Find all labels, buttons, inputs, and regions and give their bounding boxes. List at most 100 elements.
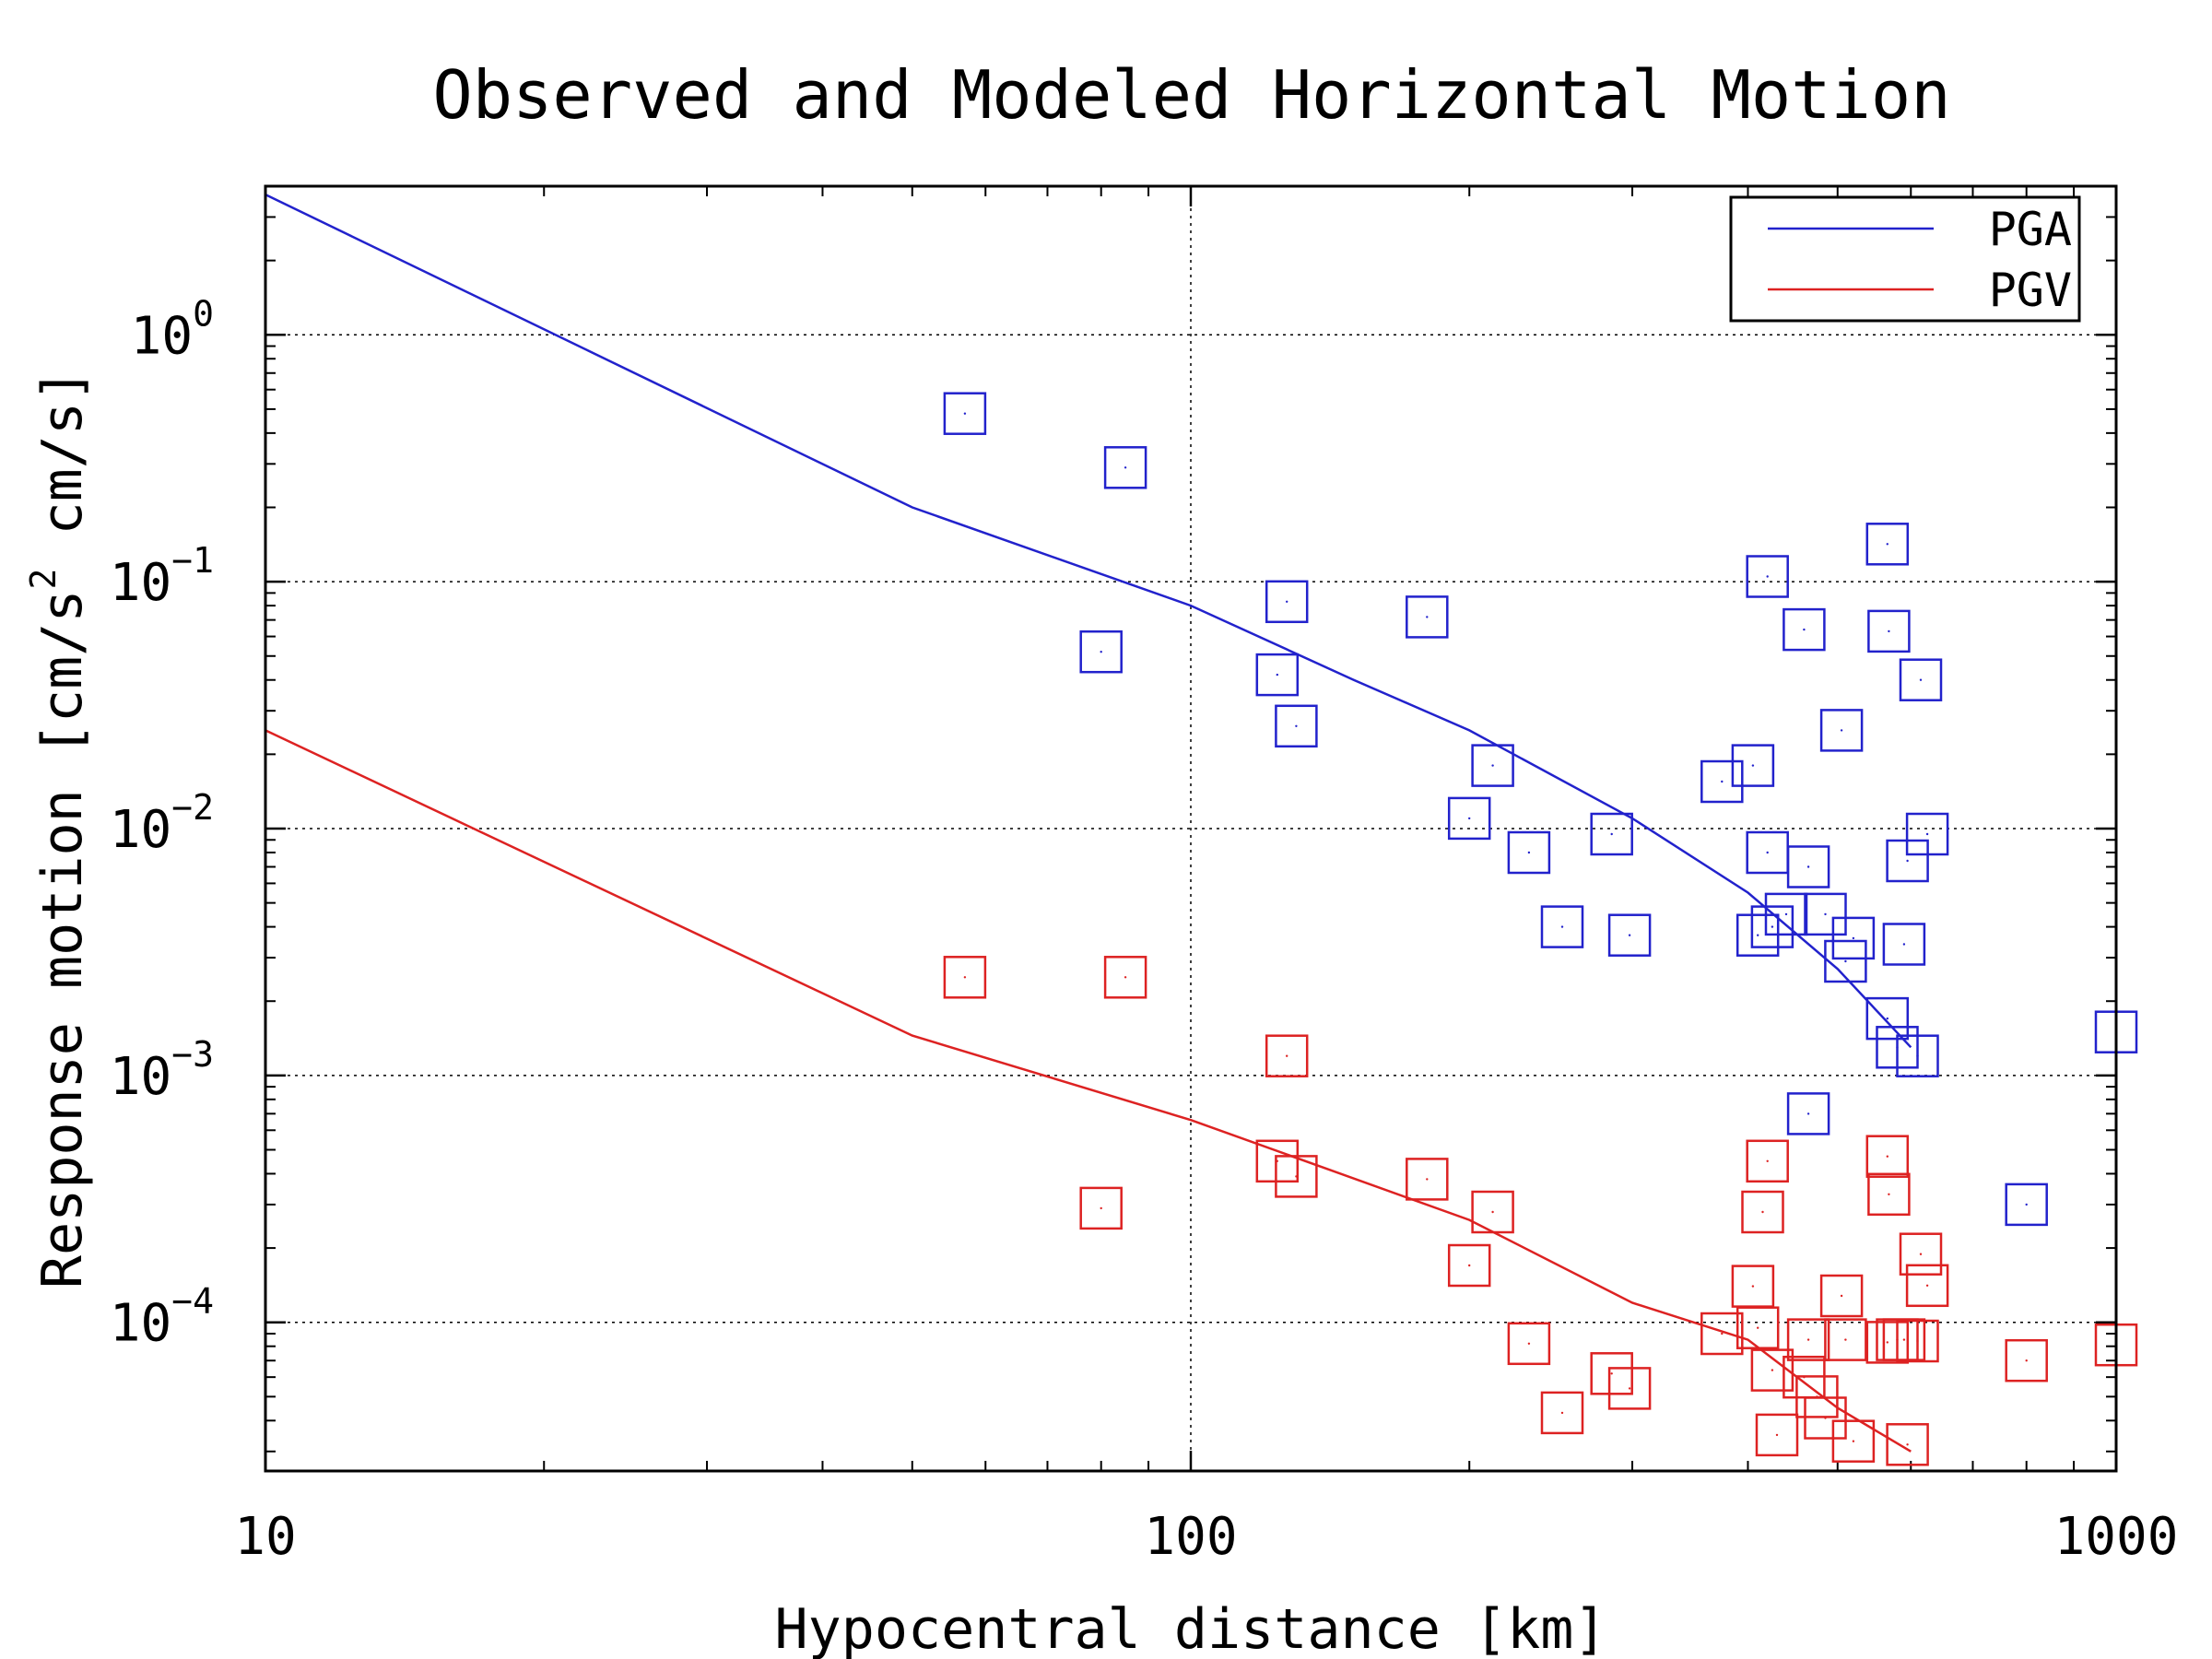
pgv-observed-point-center	[1906, 1443, 1909, 1446]
pga-observed-point-center	[1840, 729, 1843, 732]
pgv-observed-point-center	[1100, 1206, 1102, 1210]
pga-observed-point	[1471, 744, 1514, 787]
pgv-observed-point-center	[1721, 1332, 1724, 1335]
pga-observed-point	[1882, 923, 1926, 966]
pga-observed-point-center	[1844, 959, 1847, 963]
pga-observed-point	[1731, 744, 1775, 787]
pga-observed-point-center	[1766, 575, 1769, 578]
pgv-observed-point	[1741, 1190, 1784, 1234]
pga-observed-point-center	[1824, 912, 1827, 916]
y-axis-label: Response motion [cm/s2 cm/s]	[23, 369, 95, 1288]
pga-observed-point	[1079, 629, 1123, 674]
pgv-observed-point	[1786, 1318, 1830, 1361]
pga-observed-point	[1540, 905, 1584, 948]
pga-observed-point-center	[1888, 629, 1890, 633]
y-tick-label: 10−1	[110, 540, 214, 613]
pga-observed-point	[2005, 1182, 2048, 1227]
pga-observed-point	[1831, 916, 1876, 960]
y-tick-label: 100	[131, 293, 214, 366]
pga-observed-point-center	[1124, 466, 1127, 469]
pga-observed-point-center	[1906, 859, 1909, 863]
pgv-observed-point-center	[1840, 1294, 1843, 1298]
pgv-observed-point	[1865, 1321, 1910, 1364]
pgv-observed-point-center	[1527, 1342, 1531, 1346]
pgv-observed-point	[1507, 1322, 1551, 1366]
legend: PGA PGV	[1729, 195, 2081, 323]
pgv-observed-point-center	[1610, 1372, 1613, 1375]
pgv-observed-point-center	[1491, 1210, 1494, 1214]
pga-observed-point-center	[1852, 936, 1855, 940]
pgv-observed-point-center	[1468, 1264, 1471, 1267]
pgv-observed-point	[1882, 1318, 1926, 1361]
pga-observed-point	[1905, 812, 1949, 856]
pga-observed-point-center	[1886, 1017, 1888, 1020]
pga-observed-point-center	[963, 412, 967, 415]
y-axis-label-part2: cm/s]	[30, 369, 95, 569]
pga-observed-point-center	[1806, 865, 1810, 868]
pgv-observed-point	[1804, 1396, 1847, 1440]
pga-observed-point-center	[1784, 912, 1788, 916]
pga-observed-point	[1804, 892, 1847, 936]
pgv-observed-point-center	[1919, 1253, 1923, 1255]
pgv-observed-point	[1819, 1274, 1864, 1318]
pga-observed-point-center	[1925, 832, 1929, 836]
pga-observed-point-center	[1100, 651, 1102, 653]
pgv-observed-point-center	[1628, 1387, 1631, 1390]
pga-observed-point	[1746, 555, 1789, 598]
pgv-observed-point-center	[1844, 1338, 1847, 1341]
y-tick-label: 10−3	[110, 1034, 214, 1107]
pgv-observed-point	[1865, 1135, 1910, 1178]
pga-observed-point	[1867, 609, 1911, 653]
pga-observed-point	[1406, 595, 1449, 639]
pga-observed-point-center	[1806, 1112, 1810, 1115]
pgv-observed-point	[1079, 1186, 1123, 1230]
pga-observed-point	[1786, 845, 1830, 888]
pgv-observed-point	[1471, 1190, 1514, 1234]
pga-observed-point-center	[1757, 934, 1759, 936]
pga-observed-point-center	[1803, 628, 1806, 631]
pga-observed-point	[1700, 759, 1744, 804]
pga-model-line	[265, 193, 1912, 1049]
pgv-observed-point	[1886, 1423, 1929, 1466]
pgv-observed-point	[1755, 1413, 1799, 1457]
pgv-observed-point-center	[1560, 1411, 1564, 1415]
pgv-observed-point	[1750, 1348, 1794, 1392]
legend-box	[1729, 195, 2081, 323]
pgv-observed-point-center	[1757, 1326, 1759, 1329]
pgv-observed-point	[1540, 1391, 1584, 1435]
pga-observed-point	[1865, 996, 1910, 1041]
pgv-observed-point-center	[1775, 1433, 1779, 1437]
pga-observed-point	[1783, 607, 1826, 652]
pgv-observed-point-center	[1751, 1285, 1755, 1288]
pgv-observed-point-center	[2025, 1359, 2028, 1362]
series-pga	[265, 193, 2138, 1227]
pgv-observed-point-center	[1888, 1193, 1890, 1196]
pgv-observed-point	[2005, 1338, 2048, 1382]
y-axis-label-superscript: 2	[23, 569, 64, 590]
pgv-observed-point	[1406, 1158, 1449, 1201]
grid-lines	[265, 186, 2116, 1471]
pgv-observed-point-center	[1124, 976, 1127, 979]
pga-observed-point-center	[1766, 851, 1769, 854]
pgv-observed-point-center	[1766, 1159, 1769, 1163]
pga-observed-point	[1865, 523, 1910, 566]
pgv-observed-point	[1746, 1139, 1789, 1183]
pga-observed-point	[1507, 830, 1551, 875]
pga-observed-point-center	[1628, 934, 1631, 936]
pga-observed-point	[1265, 580, 1309, 624]
pga-observed-point	[1447, 796, 1491, 841]
pgv-observed-point-center	[1806, 1338, 1810, 1341]
pgv-observed-point-center	[1886, 1155, 1888, 1158]
pga-observed-point	[1590, 812, 1633, 856]
y-tick-label: 10−2	[110, 787, 214, 860]
pga-observed-point	[1899, 658, 1943, 701]
pga-observed-point	[1275, 704, 1318, 748]
pga-observed-point-center	[1721, 780, 1724, 783]
pga-observed-point-center	[1276, 673, 1279, 677]
x-tick-label: 10	[234, 1507, 296, 1567]
pga-observed-point-center	[1426, 616, 1429, 618]
pgv-observed-point-center	[1925, 1284, 1929, 1288]
pga-observed-point	[1750, 905, 1794, 948]
pgv-observed-point	[1447, 1243, 1491, 1288]
legend-label-pgv: PGV	[1989, 264, 2072, 317]
